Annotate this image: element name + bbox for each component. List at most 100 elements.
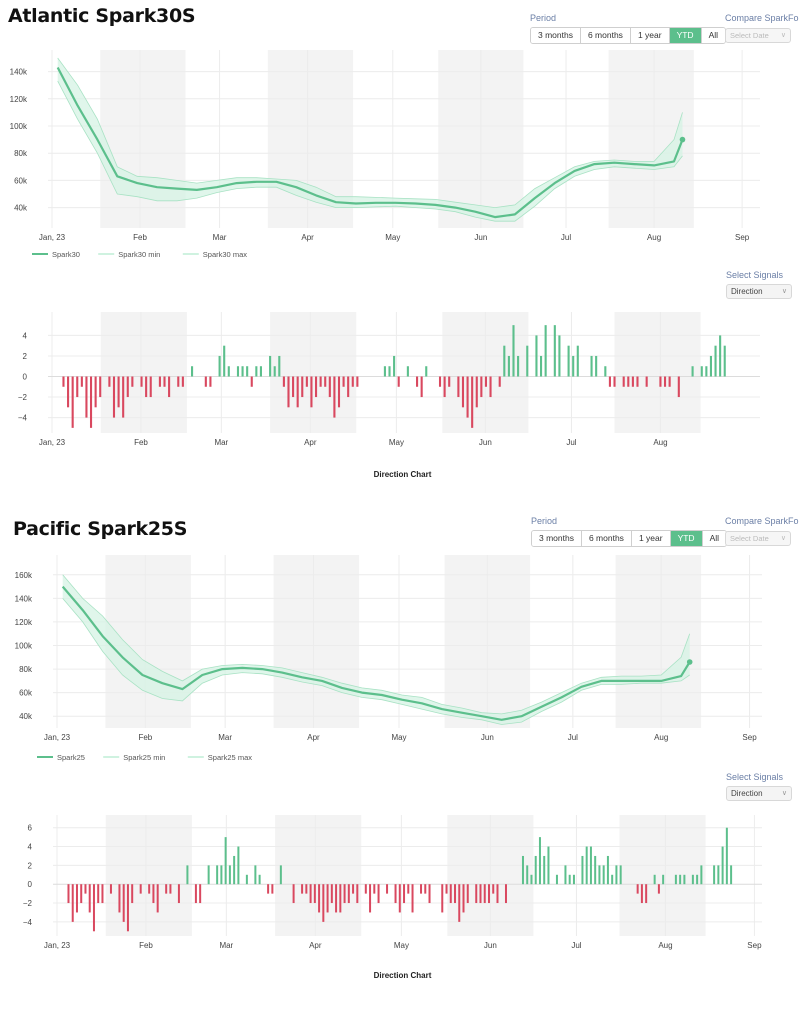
direction-bar: [445, 884, 448, 894]
direction-bar: [496, 884, 499, 904]
direction-bar: [589, 846, 592, 885]
x-tick-label: Jul: [568, 733, 578, 742]
x-tick-label: Apr: [304, 438, 317, 447]
period-all-button[interactable]: All: [702, 531, 727, 546]
direction-bar: [67, 884, 70, 904]
y-tick-label: 80k: [19, 665, 33, 674]
direction-bar: [622, 376, 625, 387]
pacific-price-chart: Jan, 23 Feb Mar Apr May Jun Jul Aug Sep 40k 60k 80k…: [15, 555, 762, 762]
x-tick-label: Jan, 23: [44, 733, 71, 742]
direction-bar: [199, 884, 202, 904]
x-tick-label: Jul: [561, 233, 571, 242]
x-tick-label: Feb: [134, 438, 148, 447]
period-3-months-button[interactable]: 3 months: [532, 531, 582, 546]
direction-bar: [394, 884, 397, 904]
signals-select[interactable]: Direction ∨: [726, 284, 792, 299]
direction-bar: [88, 884, 91, 913]
direction-bar: [158, 376, 161, 387]
direction-bar: [62, 376, 65, 387]
direction-bar: [75, 884, 78, 913]
direction-bar: [89, 376, 93, 428]
direction-bar: [71, 884, 74, 922]
legend-entry: Spark30 min: [118, 250, 160, 259]
direction-bar: [645, 884, 648, 904]
direction-bar: [269, 355, 272, 377]
direction-bar: [602, 865, 605, 885]
direction-bar: [714, 345, 717, 377]
period-all-button[interactable]: All: [701, 28, 726, 43]
direction-chart-caption: Direction Chart: [373, 971, 432, 980]
direction-bar: [457, 376, 460, 398]
direction-bar: [640, 884, 643, 904]
compare-label: Compare SparkFo: [725, 516, 799, 526]
series-max-line: [57, 57, 683, 209]
direction-bar: [145, 376, 148, 398]
direction-bar: [92, 884, 95, 932]
period-1-year-button[interactable]: 1 year: [630, 28, 670, 43]
series-min-line: [62, 598, 690, 725]
period-1-year-button[interactable]: 1 year: [631, 531, 671, 546]
direction-bar: [169, 884, 172, 894]
direction-bar: [503, 345, 506, 377]
direction-bar: [521, 855, 524, 885]
direction-bar: [407, 884, 410, 894]
direction-bar: [224, 837, 227, 885]
direction-bar: [131, 376, 134, 387]
direction-bar: [441, 884, 444, 913]
direction-bar: [388, 366, 391, 377]
direction-bar: [67, 376, 70, 408]
compare-date-select[interactable]: Select Date ∨: [725, 531, 791, 546]
direction-bar: [383, 366, 386, 377]
direction-bar: [347, 376, 350, 398]
direction-bar: [479, 884, 482, 904]
y-tick-label: 40k: [14, 204, 28, 213]
x-tick-label: Sep: [742, 733, 757, 742]
direction-bar: [292, 376, 295, 398]
direction-bar: [282, 376, 285, 387]
direction-bar: [538, 837, 541, 885]
direction-bar: [636, 884, 639, 894]
y-tick-label: 2: [28, 861, 33, 870]
y-tick-label: 80k: [14, 149, 28, 158]
direction-bar: [512, 325, 515, 377]
series-min-line: [57, 80, 683, 222]
direction-bar: [480, 376, 483, 398]
x-tick-label: Jun: [479, 438, 492, 447]
direction-bar: [301, 376, 304, 398]
direction-bar: [679, 874, 682, 885]
direction-bar: [126, 376, 129, 398]
direction-bar: [165, 884, 168, 894]
direction-bar: [369, 884, 372, 913]
last-point-marker: [679, 136, 686, 143]
direction-bar: [237, 846, 240, 885]
y-tick-label: 140k: [10, 68, 28, 77]
signals-select[interactable]: Direction ∨: [726, 786, 792, 801]
direction-bar: [273, 366, 276, 377]
series-main-line: [61, 585, 691, 721]
direction-bar: [576, 345, 579, 377]
direction-bar: [420, 376, 423, 398]
direction-bar: [339, 884, 342, 913]
direction-bar: [109, 884, 112, 894]
compare-date-select[interactable]: Select Date ∨: [725, 28, 791, 43]
direction-bar: [581, 855, 584, 885]
direction-bar: [475, 376, 478, 408]
period-6-months-button[interactable]: 6 months: [580, 28, 631, 43]
x-tick-label: Aug: [654, 733, 668, 742]
direction-bar: [619, 865, 622, 885]
period-3-months-button[interactable]: 3 months: [531, 28, 581, 43]
direction-bar: [615, 865, 618, 885]
x-tick-label: Sep: [735, 233, 750, 242]
period-6-months-button[interactable]: 6 months: [581, 531, 632, 546]
direction-bar: [356, 376, 359, 387]
period-shade: [270, 312, 357, 433]
direction-bar: [462, 884, 465, 913]
direction-bar: [309, 884, 312, 904]
direction-bar: [393, 355, 396, 377]
period-ytd-button[interactable]: YTD: [670, 531, 703, 546]
direction-bar: [250, 376, 253, 387]
direction-bar: [364, 884, 367, 894]
period-ytd-button[interactable]: YTD: [669, 28, 702, 43]
x-tick-label: Apr: [301, 233, 314, 242]
